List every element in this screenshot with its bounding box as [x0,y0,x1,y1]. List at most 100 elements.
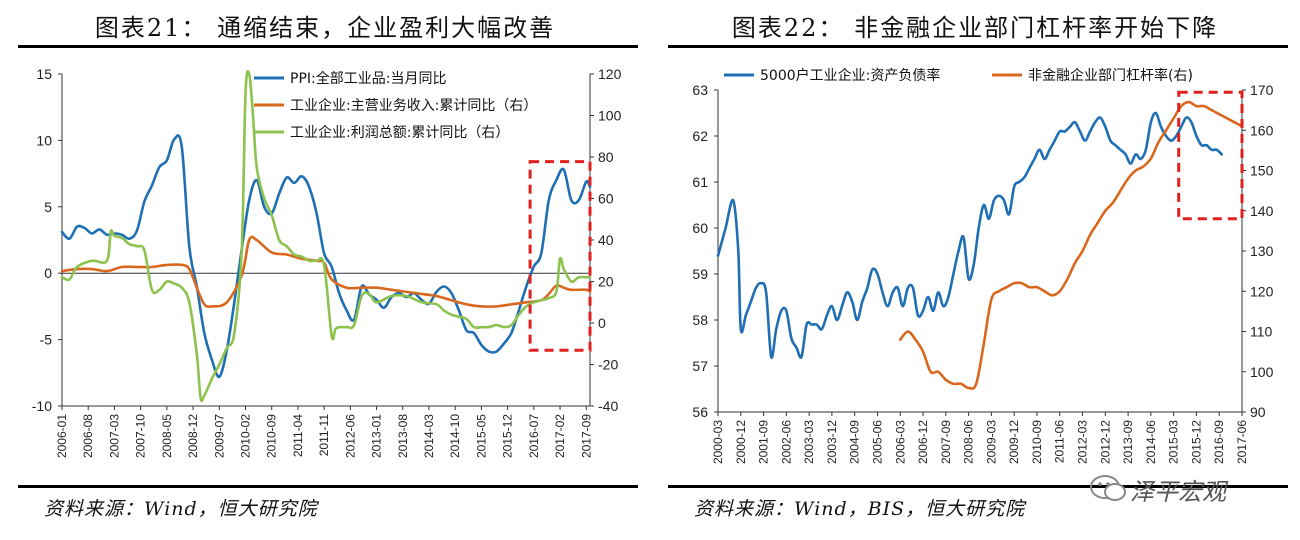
source-rule-right [668,485,1288,488]
left-ytick-right-label: 120 [598,66,622,82]
left-legend-label-0: PPI:全部工业品:当月同比 [290,70,446,87]
left-xtick-label: 2011-04 [291,414,305,457]
wechat-icon [1090,475,1126,501]
right-xtick-label: 2009-12 [1007,420,1021,464]
right-xtick-label: 2008-06 [962,420,976,464]
left-ytick-left-label: 15 [36,66,52,82]
right-ytick-right-label: 130 [1250,243,1274,259]
left-xtick-label: 2013-08 [396,414,410,458]
right-xtick-label: 2013-09 [1121,420,1135,464]
right-xtick-label: 2011-06 [1053,420,1067,463]
left-xtick-label: 2009-07 [212,414,226,458]
right-xtick-label: 2012-03 [1076,420,1090,464]
right-ytick-right-label: 120 [1250,283,1274,299]
chart-panel-left: 图表21： 通缩结束，企业盈利大幅改善 15 10 5 0 -5 -10 120 100 80 6… [18,14,638,520]
left-xtick-label: 2006-01 [55,414,69,458]
right-xtick-label: 2015-03 [1167,420,1181,464]
right-series-line-0 [716,111,1223,359]
chart-panel-right: 图表22： 非金融企业部门杠杆率开始下降 63 62 61 60 59 58 57 56 170… [650,0,1300,540]
chart-title-left: 图表21： 通缩结束，企业盈利大幅改善 [94,14,556,42]
right-xtick-label: 2010-09 [1030,420,1044,464]
left-xtick-label: 2007-03 [107,414,121,458]
right-ytick-left-label: 61 [692,174,708,190]
right-ytick-right-label: 90 [1250,404,1266,420]
right-ytick-left-label: 58 [692,312,708,328]
right-ytick-left-label: 60 [692,220,708,236]
right-xtick-label: 2009-03 [984,420,998,464]
right-xtick-label: 2016-09 [1212,420,1226,464]
watermark: 泽平宏观 [1086,470,1286,506]
left-xtick-label: 2011-11 [317,414,331,457]
right-xtick-label: 2003-03 [802,420,816,464]
right-ytick-left-label: 63 [692,82,708,98]
chart-right: 63 62 61 60 59 58 57 56 170 160 150 140 130 120 110 100… [692,67,1274,464]
right-xtick-label: 2007-09 [939,420,953,464]
right-xtick-label: 2000-03 [711,420,725,464]
left-xtick-label: 2014-03 [422,414,436,458]
left-ytick-right-label: 100 [598,108,622,124]
title-rule-right [668,45,1288,48]
left-highlight-box [528,160,592,352]
left-xtick-label: 2008-05 [160,414,174,458]
left-series-line-0 [60,134,592,379]
right-xtick-label: 2003-12 [825,420,839,464]
right-xtick-label: 2015-12 [1189,420,1203,464]
left-xtick-label: 2015-12 [501,414,515,458]
left-xtick-label: 2006-08 [81,414,95,458]
source-note-right: 资料来源：Wind，BIS，恒大研究院 [694,498,1026,520]
right-xtick-label: 2001-09 [757,420,771,464]
right-ytick-left-label: 59 [692,266,708,282]
source-rule-left [18,485,638,488]
left-xtick-label: 2013-01 [370,414,384,458]
left-ytick-right-label: -20 [598,357,618,373]
left-ytick-right-label: 20 [598,274,614,290]
chart-left: 15 10 5 0 -5 -10 120 100 80 60 40 20 0 -20 -40 2006-01 2… [32,66,622,458]
left-xtick-label: 2008-12 [186,414,200,458]
left-ytick-left-label: 5 [44,199,52,215]
title-rule-left [18,45,638,48]
right-ytick-right-label: 110 [1250,324,1273,340]
left-series-line-2 [60,69,592,403]
left-xtick-label: 2014-10 [448,414,462,458]
right-ytick-right-label: 160 [1250,122,1274,138]
left-legend-label-2: 工业企业:利润总额:累计同比（右） [290,124,509,141]
right-xtick-label: 2006-03 [893,420,907,464]
right-ytick-left-label: 62 [692,128,708,144]
chart-title-right: 图表22： 非金融企业部门杠杆率开始下降 [731,14,1219,42]
right-xtick-label: 2005-06 [870,420,884,464]
left-ytick-right-label: 0 [598,315,606,331]
right-xtick-label: 2002-06 [779,420,793,464]
left-ytick-left-label: 0 [44,265,52,281]
right-legend-label-1: 非金融企业部门杠杆率(右) [1028,67,1193,84]
right-xtick-label: 2004-09 [848,420,862,464]
left-ytick-right-label: 60 [598,191,614,207]
right-xtick-label: 2014-06 [1144,420,1158,464]
left-xtick-label: 2017-09 [579,414,593,458]
right-legend-label-0: 5000户工业企业:资产负债率 [760,67,940,84]
right-xtick-label: 2006-12 [916,420,930,464]
right-xtick-label: 2017-06 [1235,420,1249,464]
right-series-line-1 [899,100,1244,390]
right-xtick-label: 2012-12 [1098,420,1112,464]
left-xtick-label: 2015-05 [474,414,488,458]
watermark-text: 泽平宏观 [1130,478,1226,506]
source-note-left: 资料来源：Wind，恒大研究院 [44,498,318,520]
left-ytick-left-label: -5 [40,332,53,348]
left-xtick-label: 2016-07 [527,414,541,458]
left-ytick-left-label: -10 [32,398,52,414]
right-xtick-label: 2000-12 [734,420,748,464]
right-ytick-right-label: 150 [1250,163,1274,179]
left-xtick-label: 2010-09 [265,414,279,458]
right-ytick-right-label: 140 [1250,203,1274,219]
left-ytick-right-label: 40 [598,232,614,248]
right-ytick-left-label: 56 [692,404,708,420]
left-legend-label-1: 工业企业:主营业务收入:累计同比（右） [290,97,537,114]
left-xtick-label: 2007-10 [134,414,148,458]
left-xtick-label: 2010-02 [238,414,252,458]
left-xtick-label: 2017-02 [553,414,567,458]
left-xtick-label: 2012-06 [343,414,357,458]
right-highlight-box [1177,90,1244,221]
left-ytick-left-label: 10 [36,132,52,148]
right-ytick-right-label: 100 [1250,364,1274,380]
right-ytick-left-label: 57 [692,358,708,374]
